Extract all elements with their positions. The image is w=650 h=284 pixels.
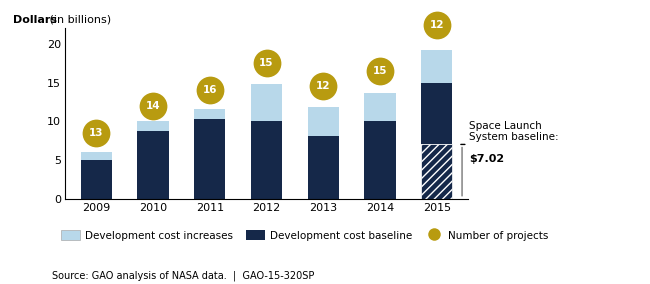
Bar xyxy=(421,145,452,199)
Bar xyxy=(365,121,396,199)
Text: Space Launch
System baseline:: Space Launch System baseline: xyxy=(469,120,559,142)
Text: 12: 12 xyxy=(316,82,330,91)
Bar xyxy=(194,109,226,119)
Bar xyxy=(251,121,282,199)
Bar xyxy=(251,84,282,121)
Text: 14: 14 xyxy=(146,101,161,111)
Bar xyxy=(307,136,339,199)
Bar xyxy=(81,160,112,199)
Text: (in billions): (in billions) xyxy=(46,15,112,25)
Text: 16: 16 xyxy=(203,85,217,95)
Bar xyxy=(421,83,452,145)
Text: 15: 15 xyxy=(372,66,387,76)
Bar xyxy=(194,119,226,199)
Bar xyxy=(137,121,168,131)
Bar xyxy=(307,107,339,136)
Text: $7.02: $7.02 xyxy=(469,154,504,164)
Text: 15: 15 xyxy=(259,58,274,68)
Text: 13: 13 xyxy=(89,128,103,138)
Bar xyxy=(81,152,112,160)
Bar xyxy=(421,50,452,83)
Bar xyxy=(137,131,168,199)
Text: Source: GAO analysis of NASA data.  |  GAO-15-320SP: Source: GAO analysis of NASA data. | GAO… xyxy=(52,271,315,281)
Legend: Development cost increases, Development cost baseline, Number of projects: Development cost increases, Development … xyxy=(57,225,553,245)
Text: Dollars: Dollars xyxy=(12,15,57,25)
Bar xyxy=(365,93,396,121)
Text: 12: 12 xyxy=(430,20,444,30)
